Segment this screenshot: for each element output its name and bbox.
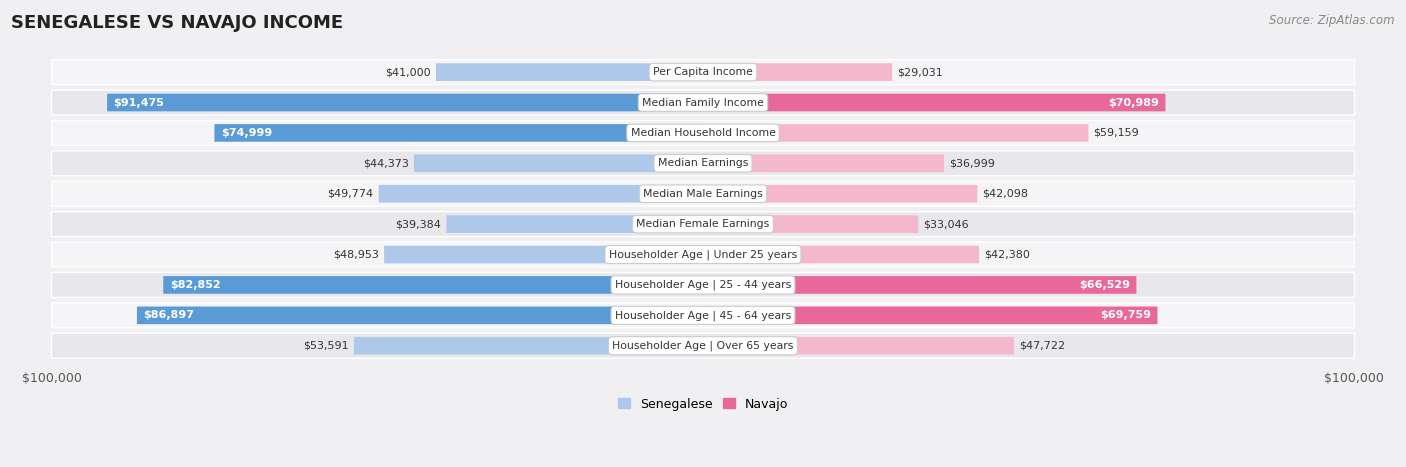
Text: $29,031: $29,031 <box>897 67 943 77</box>
FancyBboxPatch shape <box>703 94 1166 111</box>
FancyBboxPatch shape <box>52 90 1354 115</box>
Text: Median Earnings: Median Earnings <box>658 158 748 168</box>
FancyBboxPatch shape <box>215 124 703 142</box>
Text: Householder Age | 45 - 64 years: Householder Age | 45 - 64 years <box>614 310 792 320</box>
Text: $44,373: $44,373 <box>363 158 409 168</box>
Text: $42,098: $42,098 <box>983 189 1028 199</box>
FancyBboxPatch shape <box>136 306 703 324</box>
FancyBboxPatch shape <box>703 337 1014 354</box>
FancyBboxPatch shape <box>52 151 1354 176</box>
Text: $49,774: $49,774 <box>328 189 374 199</box>
Text: Median Family Income: Median Family Income <box>643 98 763 107</box>
FancyBboxPatch shape <box>52 333 1354 358</box>
FancyBboxPatch shape <box>703 64 893 81</box>
Text: $69,759: $69,759 <box>1099 311 1152 320</box>
FancyBboxPatch shape <box>52 120 1354 145</box>
Text: $86,897: $86,897 <box>143 311 194 320</box>
Text: $53,591: $53,591 <box>304 341 349 351</box>
FancyBboxPatch shape <box>52 181 1354 206</box>
FancyBboxPatch shape <box>436 64 703 81</box>
Text: $74,999: $74,999 <box>221 128 273 138</box>
Text: Householder Age | Over 65 years: Householder Age | Over 65 years <box>612 340 794 351</box>
FancyBboxPatch shape <box>52 303 1354 328</box>
FancyBboxPatch shape <box>52 272 1354 297</box>
Text: $82,852: $82,852 <box>170 280 221 290</box>
Text: $48,953: $48,953 <box>333 249 378 260</box>
Text: $47,722: $47,722 <box>1019 341 1066 351</box>
Legend: Senegalese, Navajo: Senegalese, Navajo <box>613 393 793 416</box>
FancyBboxPatch shape <box>703 124 1088 142</box>
Text: $33,046: $33,046 <box>924 219 969 229</box>
Text: $42,380: $42,380 <box>984 249 1031 260</box>
Text: Source: ZipAtlas.com: Source: ZipAtlas.com <box>1270 14 1395 27</box>
FancyBboxPatch shape <box>354 337 703 354</box>
FancyBboxPatch shape <box>703 276 1136 294</box>
FancyBboxPatch shape <box>107 94 703 111</box>
Text: Median Male Earnings: Median Male Earnings <box>643 189 763 199</box>
Text: $70,989: $70,989 <box>1108 98 1159 107</box>
Text: Median Female Earnings: Median Female Earnings <box>637 219 769 229</box>
FancyBboxPatch shape <box>52 60 1354 85</box>
FancyBboxPatch shape <box>703 246 979 263</box>
Text: Median Household Income: Median Household Income <box>630 128 776 138</box>
FancyBboxPatch shape <box>52 242 1354 267</box>
Text: $59,159: $59,159 <box>1094 128 1139 138</box>
Text: Householder Age | Under 25 years: Householder Age | Under 25 years <box>609 249 797 260</box>
FancyBboxPatch shape <box>413 155 703 172</box>
FancyBboxPatch shape <box>703 306 1157 324</box>
Text: $36,999: $36,999 <box>949 158 995 168</box>
Text: SENEGALESE VS NAVAJO INCOME: SENEGALESE VS NAVAJO INCOME <box>11 14 343 32</box>
FancyBboxPatch shape <box>52 212 1354 237</box>
Text: $91,475: $91,475 <box>114 98 165 107</box>
FancyBboxPatch shape <box>384 246 703 263</box>
Text: Householder Age | 25 - 44 years: Householder Age | 25 - 44 years <box>614 280 792 290</box>
FancyBboxPatch shape <box>703 215 918 233</box>
FancyBboxPatch shape <box>163 276 703 294</box>
Text: Per Capita Income: Per Capita Income <box>652 67 754 77</box>
FancyBboxPatch shape <box>378 185 703 203</box>
Text: $66,529: $66,529 <box>1078 280 1130 290</box>
Text: $39,384: $39,384 <box>395 219 441 229</box>
FancyBboxPatch shape <box>447 215 703 233</box>
Text: $41,000: $41,000 <box>385 67 430 77</box>
FancyBboxPatch shape <box>703 185 977 203</box>
FancyBboxPatch shape <box>703 155 943 172</box>
